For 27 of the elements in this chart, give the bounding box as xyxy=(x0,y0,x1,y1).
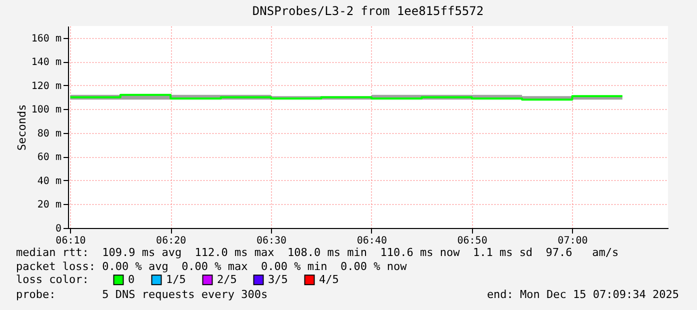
y-tick-label: 20 m xyxy=(37,200,62,211)
y-tick-label: 40 m xyxy=(37,176,62,187)
x-tick-label: 06:10 xyxy=(56,236,86,246)
y-axis-title: Seconds xyxy=(15,104,28,151)
text: median rtt: 109.9 ms avg 112.0 ms max 108.0 ms min 110.6 ms now 1.1 ms sd 97.6 am/s xyxy=(16,246,619,259)
x-tick-label: 06:20 xyxy=(156,236,186,246)
legend-title: loss color: xyxy=(16,273,89,286)
text: packet loss: 0.00 % avg 0.00 % max 0.00 % min 0.00 % now xyxy=(16,260,408,273)
x-tick-label: 07:00 xyxy=(558,236,588,246)
legend-label: 1/5 xyxy=(166,272,186,286)
x-tick-label: 06:30 xyxy=(256,236,287,246)
y-tick-label: 80 m xyxy=(37,128,62,140)
legend-label: 2/5 xyxy=(217,272,237,286)
y-tick-label: 60 m xyxy=(37,152,62,164)
x-tick-label: 06:40 xyxy=(356,236,387,246)
y-tick-label: 160 m xyxy=(31,33,62,44)
chart-title: DNSProbes/L3-2 from 1ee815ff5572 xyxy=(252,4,484,18)
y-tick-label: 120 m xyxy=(31,80,62,92)
y-tick-label: 100 m xyxy=(31,104,62,116)
legend-label: 0 xyxy=(128,272,135,286)
text: probe: 5 DNS requests every 300s xyxy=(16,288,268,301)
y-tick-label: 140 m xyxy=(31,57,62,68)
legend-label: 4/5 xyxy=(319,272,339,286)
x-tick-label: 06:50 xyxy=(457,236,488,246)
legend-label: 3/5 xyxy=(268,272,288,286)
text: end: Mon Dec 15 07:09:34 2025 xyxy=(486,288,679,301)
y-tick-label: 0 xyxy=(55,224,62,234)
